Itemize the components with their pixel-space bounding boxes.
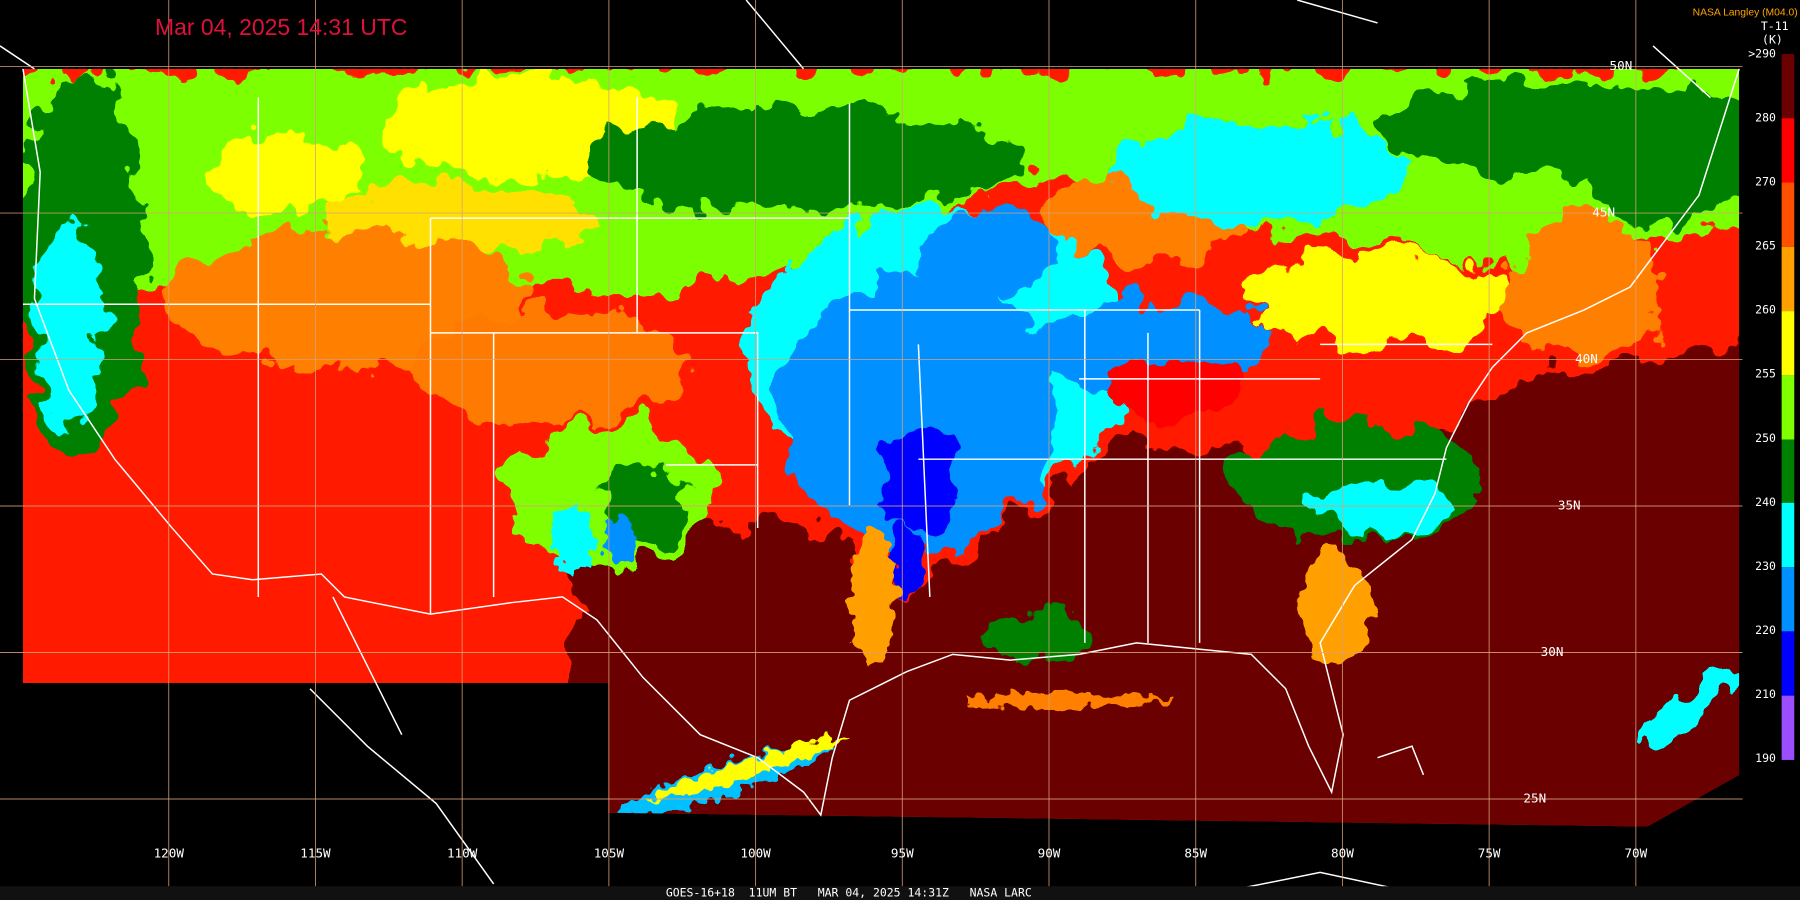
colorbar-label: 220 [1755,623,1776,637]
longitude-label: 105W [594,846,625,861]
colorbar-label: 250 [1755,431,1776,445]
credit: NASA Langley (M04.0) [1693,7,1798,18]
colorbar-label: 240 [1755,495,1776,509]
borders [0,0,1740,897]
longitude-label: 90W [1038,846,1061,861]
colorbar-label: 280 [1755,111,1776,125]
legend-unit: (K) [1762,33,1783,47]
graticule-labels: 120W 115W 110W 105W 100W 95W 90W 85W 80W 75W 70W 50… [154,58,1648,861]
longitude-label: 80W [1331,846,1354,861]
footer-bar [0,886,1800,900]
graticule [0,0,1743,887]
longitude-label: 75W [1478,846,1501,861]
colorbar-label: 190 [1755,751,1776,765]
colorbar-labels: >290 280 270 265 260 255 250 240 230 220 210 190 [1748,46,1776,765]
colorbar-label: 260 [1755,303,1776,317]
colorbar-label: 270 [1755,175,1776,189]
latitude-label: 30N [1541,644,1564,659]
colorbar-label: >290 [1748,46,1776,60]
colorbar-label: 255 [1755,367,1776,381]
footer: GOES-16+18 11UM BT MAR 04, 2025 14:31Z N… [666,886,1032,900]
longitude-label: 115W [300,846,331,861]
latitude-label: 45N [1592,205,1615,220]
longitude-label: 70W [1624,846,1647,861]
colorbar-label: 210 [1755,687,1776,701]
longitude-label: 85W [1184,846,1207,861]
colorbar-label: 230 [1755,559,1776,573]
longitude-label: 110W [447,846,478,861]
latitude-label: 25N [1523,790,1546,805]
timestamp: Mar 04, 2025 14:31 UTC [155,14,407,40]
colorbar [1742,45,1800,783]
latitude-label: 50N [1610,58,1633,73]
colorbar-label: 265 [1755,239,1776,253]
legend-product: T-11 [1761,19,1789,33]
latitude-label: 35N [1558,498,1581,513]
latitude-label: 40N [1575,351,1598,366]
longitude-label: 120W [154,846,185,861]
longitude-label: 95W [891,846,914,861]
longitude-label: 100W [740,846,771,861]
